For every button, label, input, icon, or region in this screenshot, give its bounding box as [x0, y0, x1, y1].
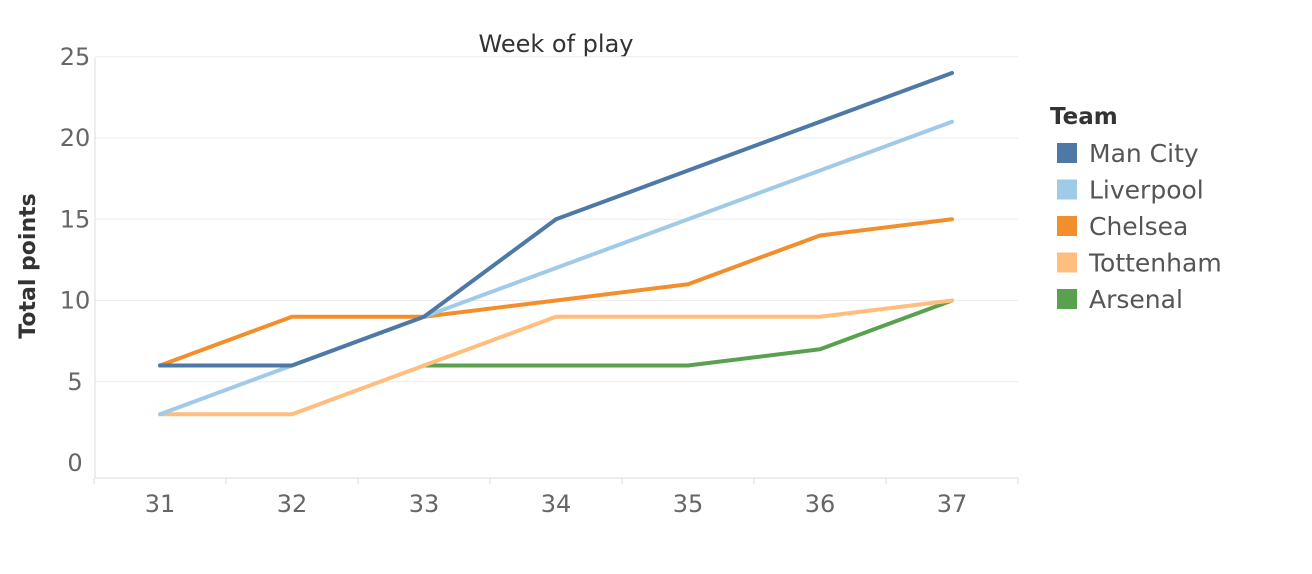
series-line-chelsea [158, 217, 954, 368]
legend-swatch [1057, 252, 1077, 273]
x-tick-label: 35 [673, 490, 704, 518]
legend-label: Liverpool [1089, 176, 1204, 205]
y-tick-label: 5 [67, 368, 82, 396]
legend-swatch [1057, 179, 1077, 200]
legend-title: Team [1050, 104, 1118, 130]
x-tick-label: 36 [805, 490, 836, 518]
x-tick-label: 31 [145, 490, 176, 518]
legend-swatch [1057, 216, 1077, 236]
series-line-tottenham [158, 298, 954, 417]
legend-label: Chelsea [1089, 212, 1188, 241]
y-axis-label: Total points [16, 193, 41, 338]
chart-title: Week of play [479, 30, 634, 58]
series-line-arsenal [422, 298, 954, 368]
y-tick-label: 20 [60, 124, 91, 152]
legend-label: Arsenal [1089, 285, 1183, 314]
series-lines [158, 71, 954, 417]
legend-label: Tottenham [1088, 249, 1222, 278]
legend-swatch [1057, 143, 1077, 163]
y-tick-labels: 0 5 10 15 20 25 [60, 43, 91, 477]
y-tick-label: 25 [60, 43, 91, 71]
y-tick-label: 10 [60, 287, 91, 315]
x-tick-labels: 31 32 33 34 35 36 37 [145, 490, 968, 518]
x-tick-label: 34 [541, 490, 572, 518]
legend-label: Man City [1089, 139, 1199, 168]
y-tick-label: 15 [60, 205, 91, 233]
legend: Team Man City Liverpool Chelsea Tottenham Ar… [1050, 104, 1222, 314]
axes [93, 58, 1019, 484]
x-tick-label: 32 [277, 490, 308, 518]
x-tick-label: 33 [409, 490, 440, 518]
y-tick-label: 0 [67, 449, 82, 477]
x-tick-label: 37 [937, 490, 968, 518]
series-line-liverpool [158, 119, 954, 417]
legend-swatch [1057, 289, 1077, 309]
series-line-man-city [158, 71, 954, 368]
